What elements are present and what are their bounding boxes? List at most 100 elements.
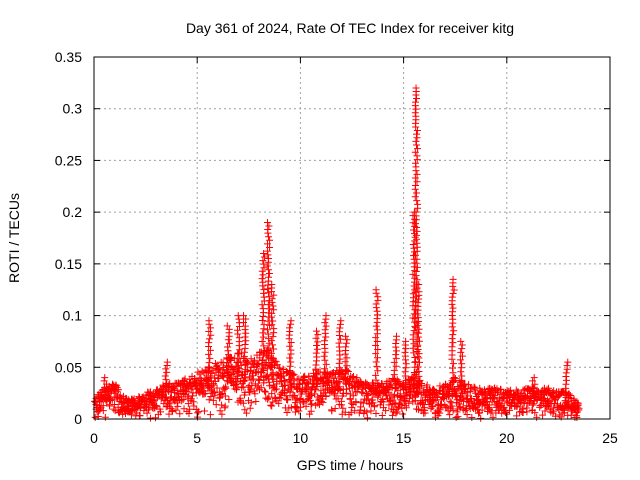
data-point bbox=[136, 412, 144, 420]
data-point bbox=[330, 389, 338, 397]
data-point bbox=[359, 399, 367, 407]
data-point bbox=[110, 405, 118, 413]
data-point bbox=[273, 361, 281, 369]
data-point bbox=[245, 373, 253, 381]
spike-point bbox=[265, 222, 273, 230]
spike-point bbox=[448, 391, 456, 399]
spike-point bbox=[342, 374, 350, 382]
data-point bbox=[565, 390, 573, 398]
data-point bbox=[255, 359, 263, 367]
data-point bbox=[351, 407, 359, 415]
spike-point bbox=[372, 387, 380, 395]
spike-point bbox=[401, 348, 409, 356]
spike-point bbox=[412, 267, 420, 275]
spike-point bbox=[450, 374, 458, 382]
spike-point bbox=[450, 327, 458, 335]
spike-point bbox=[449, 339, 457, 347]
spike-point bbox=[287, 358, 295, 366]
spike-point bbox=[269, 333, 277, 341]
spike-point bbox=[449, 331, 457, 339]
data-point bbox=[421, 406, 429, 414]
data-point bbox=[294, 384, 302, 392]
y-tick-label: 0.2 bbox=[63, 204, 83, 220]
data-point bbox=[463, 411, 471, 419]
data-point bbox=[195, 408, 203, 416]
x-tick-label: 25 bbox=[602, 430, 618, 446]
data-point bbox=[352, 399, 360, 407]
data-point bbox=[265, 393, 273, 401]
data-point bbox=[308, 384, 316, 392]
data-point bbox=[483, 395, 491, 403]
spike-point bbox=[412, 130, 420, 138]
spike-point bbox=[205, 328, 213, 336]
data-point bbox=[207, 392, 215, 400]
data-point bbox=[268, 390, 276, 398]
data-point bbox=[533, 413, 541, 421]
spike-point bbox=[241, 333, 249, 341]
data-point bbox=[314, 399, 322, 407]
data-point bbox=[337, 397, 345, 405]
spike-point bbox=[335, 385, 343, 393]
spike-point bbox=[391, 385, 399, 393]
spike-point bbox=[267, 349, 275, 357]
data-point bbox=[448, 402, 456, 410]
spike-point bbox=[415, 337, 423, 345]
data-point bbox=[243, 409, 251, 417]
spike-point bbox=[259, 351, 267, 359]
spike-point bbox=[268, 281, 276, 289]
data-point bbox=[437, 402, 445, 410]
data-point bbox=[443, 403, 451, 411]
data-point bbox=[118, 400, 126, 408]
spike-point bbox=[411, 109, 419, 117]
data-point bbox=[106, 402, 114, 410]
y-tick-label: 0.1 bbox=[63, 308, 83, 324]
data-point bbox=[546, 405, 554, 413]
y-tick-label: 0 bbox=[74, 411, 82, 427]
spike-point bbox=[259, 271, 267, 279]
spike-point bbox=[414, 314, 422, 322]
spike-point bbox=[415, 390, 423, 398]
spike-point bbox=[413, 95, 421, 103]
data-point bbox=[323, 378, 331, 386]
data-point bbox=[190, 402, 198, 410]
spike-point bbox=[409, 241, 417, 249]
data-point bbox=[275, 393, 283, 401]
data-point bbox=[111, 401, 119, 409]
spike-point bbox=[241, 322, 249, 330]
spike-point bbox=[563, 362, 571, 370]
data-point bbox=[252, 397, 260, 405]
spike-point bbox=[313, 345, 321, 353]
spike-point bbox=[287, 346, 295, 354]
data-point bbox=[402, 404, 410, 412]
spike-point bbox=[102, 396, 110, 404]
spike-point bbox=[415, 368, 423, 376]
spike-point bbox=[269, 369, 277, 377]
spike-point bbox=[449, 379, 457, 387]
data-point bbox=[177, 381, 185, 389]
spike-point bbox=[373, 354, 381, 362]
data-point bbox=[461, 407, 469, 415]
spike-point bbox=[449, 315, 457, 323]
spike-point bbox=[456, 381, 464, 389]
x-tick-label: 15 bbox=[396, 430, 412, 446]
spike-point bbox=[337, 317, 345, 325]
data-point bbox=[99, 407, 107, 415]
data-point bbox=[368, 396, 376, 404]
data-point bbox=[322, 392, 330, 400]
spike-point bbox=[413, 152, 421, 160]
spike-point bbox=[242, 329, 250, 337]
spike-point bbox=[415, 281, 423, 289]
spike-point bbox=[205, 363, 213, 371]
spike-point bbox=[413, 255, 421, 263]
spike-point bbox=[285, 324, 293, 332]
spike-point bbox=[374, 381, 382, 389]
spike-point bbox=[409, 270, 417, 278]
data-point bbox=[269, 384, 277, 392]
spike-point bbox=[402, 360, 410, 368]
data-point bbox=[350, 372, 358, 380]
spike-point bbox=[414, 321, 422, 329]
data-point bbox=[488, 407, 496, 415]
spike-point bbox=[392, 362, 400, 370]
spike-point bbox=[458, 360, 466, 368]
spike-point bbox=[265, 305, 273, 313]
